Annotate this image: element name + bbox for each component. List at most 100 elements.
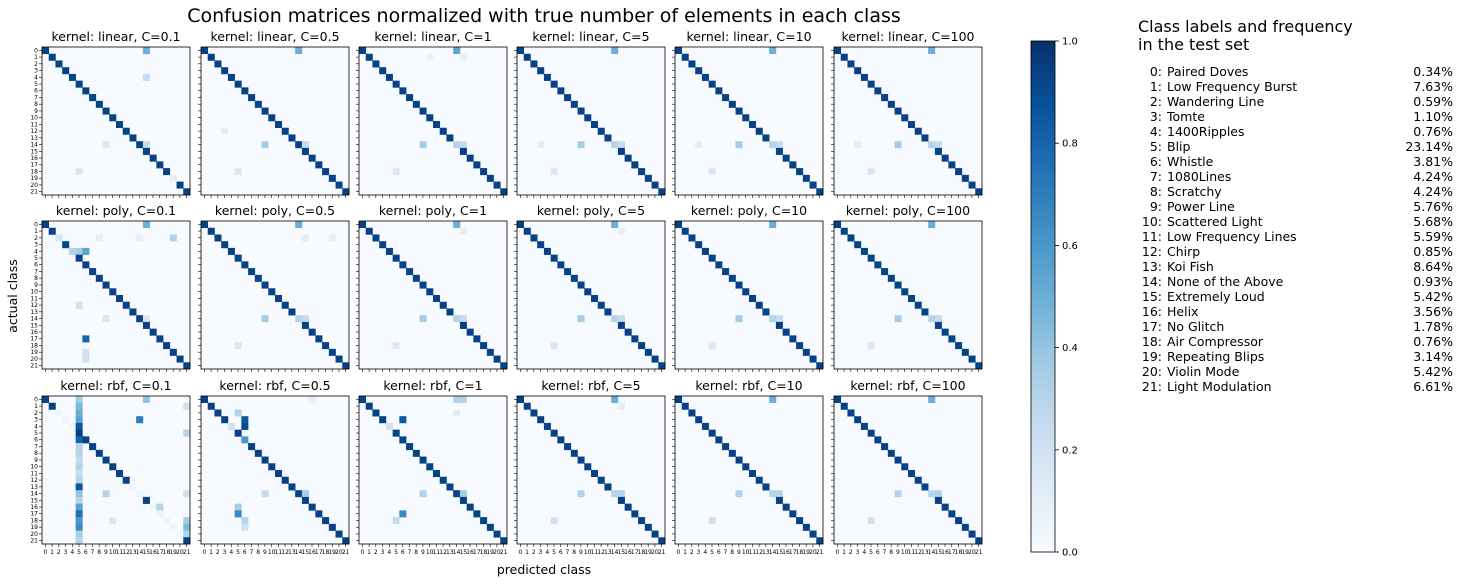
matrix-cell	[742, 463, 750, 471]
x-tick-label: 5	[77, 549, 81, 556]
matrix-cell	[176, 181, 184, 189]
matrix-cell	[867, 168, 875, 176]
matrix-cell	[89, 268, 97, 276]
matrix-cell	[537, 67, 545, 75]
x-tick-label: 1	[683, 549, 687, 556]
matrix-cell	[921, 308, 929, 316]
matrix-cell	[517, 221, 525, 229]
matrix-cell	[749, 470, 757, 478]
matrix-cell	[75, 517, 83, 525]
class-label-name: Repeating Blips	[1167, 349, 1265, 364]
matrix-cell	[176, 530, 184, 538]
y-tick-label: 20	[30, 182, 38, 189]
matrix-cell	[142, 141, 150, 149]
panel-frame	[200, 220, 350, 370]
y-tick-label: 19	[30, 349, 38, 356]
y-tick-label: 21	[30, 189, 38, 196]
matrix-cell	[921, 134, 929, 142]
panel-title: kernel: rbf, C=0.5	[219, 378, 330, 393]
matrix-cell	[248, 94, 256, 102]
x-tick-label: 9	[263, 549, 267, 556]
matrix-cell	[295, 47, 303, 55]
matrix-cell	[234, 409, 242, 417]
class-label-row: 5: Blip 23.14%	[1138, 139, 1458, 154]
confusion-matrix-panel: kernel: rbf, C=0.10011223344556677889910…	[30, 378, 190, 556]
matrix-cell	[156, 510, 164, 518]
matrix-cell	[708, 168, 716, 176]
matrix-cell	[75, 523, 83, 531]
matrix-cell	[102, 315, 110, 323]
class-label-frequency: 3.81%	[1413, 154, 1453, 169]
x-tick-label: 14	[136, 549, 144, 556]
matrix-cell	[894, 315, 902, 323]
y-tick-label: 19	[30, 175, 38, 182]
matrix-cell	[82, 261, 90, 269]
panel-frame	[358, 220, 508, 370]
matrix-cell	[735, 490, 743, 498]
matrix-cell	[446, 483, 454, 491]
matrix-cell	[82, 355, 90, 363]
matrix-cell	[385, 73, 393, 81]
matrix-cell	[234, 503, 242, 511]
matrix-cell	[961, 523, 969, 531]
matrix-cell	[921, 483, 929, 491]
class-label-index: 2:	[1149, 94, 1162, 109]
matrix-cell	[315, 510, 323, 518]
matrix-cell	[557, 87, 565, 95]
matrix-cell	[453, 221, 461, 229]
matrix-cell	[55, 60, 63, 68]
y-tick-label: 10	[30, 115, 38, 122]
x-tick-label: 13	[762, 549, 770, 556]
x-tick-label: 0	[676, 549, 680, 556]
x-tick-label: 9	[104, 549, 108, 556]
matrix-cell	[201, 396, 209, 404]
matrix-cell	[695, 416, 703, 424]
y-tick-label: 11	[30, 121, 38, 128]
x-tick-label: 5	[236, 549, 240, 556]
confusion-matrix-panel: kernel: linear, C=100	[831, 29, 983, 198]
matrix-cell	[95, 274, 103, 282]
class-label-row: 8: Scratchy 4.24%	[1138, 184, 1458, 199]
matrix-cell	[611, 221, 619, 229]
matrix-cell	[75, 254, 83, 262]
matrix-cell	[530, 409, 538, 417]
x-tick-label: 15	[775, 549, 783, 556]
class-label-index: 12:	[1141, 244, 1162, 259]
x-tick-label: 10	[109, 549, 117, 556]
matrix-cell	[55, 234, 63, 242]
class-label-frequency: 0.93%	[1413, 274, 1453, 289]
confusion-matrix-panel: kernel: poly, C=0.5	[198, 203, 350, 372]
y-tick-label: 4	[34, 74, 38, 81]
matrix-cell	[109, 114, 117, 122]
matrix-cell	[722, 268, 730, 276]
class-label-index: 17:	[1141, 319, 1162, 334]
matrix-cell	[644, 348, 652, 356]
matrix-cell	[517, 47, 525, 55]
matrix-cell	[500, 188, 508, 196]
x-tick-label: 2	[849, 549, 853, 556]
confusion-matrix-panel: kernel: poly, C=5	[514, 203, 666, 372]
matrix-cell	[597, 127, 605, 135]
matrix-cell	[577, 141, 585, 149]
matrix-cell	[75, 463, 83, 471]
matrix-cell	[941, 503, 949, 511]
matrix-cell	[557, 436, 565, 444]
matrix-cell	[617, 147, 625, 155]
x-tick-label: 3	[697, 549, 701, 556]
x-tick-label: 18	[480, 549, 488, 556]
matrix-cell	[75, 422, 83, 430]
class-label-frequency: 0.59%	[1413, 94, 1453, 109]
matrix-cell	[116, 121, 124, 129]
matrix-cell	[335, 181, 343, 189]
matrix-cell	[379, 241, 387, 249]
x-tick-label: 4	[70, 549, 74, 556]
x-tick-label: 21	[658, 549, 666, 556]
matrix-cell	[122, 476, 130, 484]
panel-frame	[41, 46, 191, 196]
matrix-cell	[129, 308, 137, 316]
class-labels-title: Class labels and frequency in the test s…	[1138, 17, 1353, 54]
x-tick-label: 4	[387, 549, 391, 556]
y-tick-label: 8	[34, 275, 38, 282]
matrix-cell	[156, 335, 164, 343]
matrix-cell	[342, 537, 350, 545]
